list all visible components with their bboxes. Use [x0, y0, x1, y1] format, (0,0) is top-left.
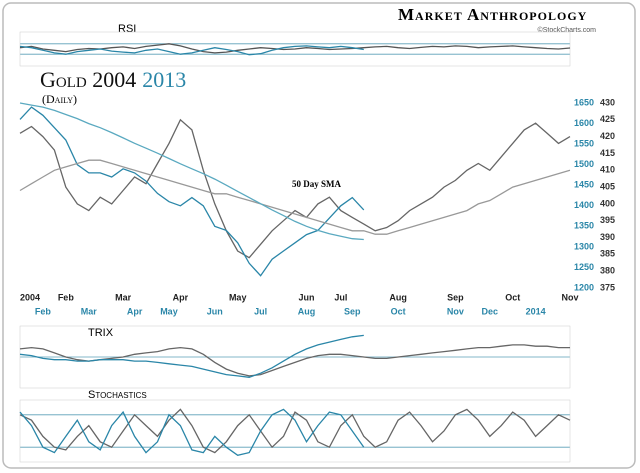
x2-tick-label: Sep — [344, 306, 361, 316]
y-tick-label: 425 — [600, 114, 615, 124]
brand: Market Anthropology — [398, 5, 587, 24]
series-line — [19, 408, 571, 454]
x2-tick-label: Jun — [207, 306, 223, 316]
y2-tick-label: 1300 — [574, 241, 594, 251]
series-line — [19, 102, 364, 241]
x-tick-label: Jun — [298, 292, 314, 302]
x-tick-label: May — [229, 292, 247, 302]
x-tick-label: Nov — [561, 292, 578, 302]
y-tick-label: 385 — [600, 249, 615, 259]
y-tick-label: 420 — [600, 131, 615, 141]
y-tick-label: 410 — [600, 165, 615, 175]
series-line — [19, 118, 571, 259]
frame — [2, 2, 636, 469]
x2-tick-label: 2014 — [526, 306, 546, 316]
y2-tick-label: 1350 — [574, 221, 594, 231]
y2-tick-label: 1500 — [574, 159, 594, 169]
y2-tick-label: 1550 — [574, 138, 594, 148]
y2-tick-label: 1450 — [574, 180, 594, 190]
x-tick-label: Apr — [173, 292, 189, 302]
y-tick-label: 430 — [600, 97, 615, 107]
x-tick-label: Feb — [58, 292, 75, 302]
y2-tick-label: 1250 — [574, 262, 594, 272]
panel-border — [19, 31, 571, 67]
x2-tick-label: Feb — [35, 306, 52, 316]
x-tick-label: 2004 — [20, 292, 40, 302]
x2-tick-label: Aug — [298, 306, 316, 316]
x2-tick-label: Oct — [391, 306, 406, 316]
series-line — [19, 408, 365, 456]
x2-tick-label: Mar — [81, 306, 98, 316]
y-tick-label: 380 — [600, 266, 615, 276]
x-tick-label: Mar — [115, 292, 132, 302]
x-tick-label: Sep — [447, 292, 464, 302]
title-highlight: 2013 — [142, 67, 186, 92]
y-tick-label: 400 — [600, 198, 615, 208]
x-tick-label: Aug — [389, 292, 407, 302]
x2-tick-label: Dec — [482, 306, 499, 316]
y2-tick-label: 1400 — [574, 200, 594, 210]
panel-title: RSI — [118, 23, 136, 35]
x2-tick-label: May — [160, 306, 178, 316]
x2-tick-label: Jul — [254, 306, 267, 316]
series-line — [19, 45, 364, 56]
credit: ©StockCharts.com — [538, 26, 597, 34]
y2-tick-label: 1650 — [574, 97, 594, 107]
panel-border — [19, 325, 571, 389]
panel-title: TRIX — [88, 327, 114, 339]
series-line — [19, 344, 570, 377]
series-line — [19, 334, 364, 378]
subtitle: (Daily) — [42, 92, 77, 106]
x-tick-label: Jul — [334, 292, 347, 302]
y-tick-label: 375 — [600, 282, 615, 292]
y2-tick-label: 1200 — [574, 282, 594, 292]
title-main: Gold 2004 — [40, 67, 136, 92]
x2-tick-label: Nov — [447, 306, 464, 316]
y-tick-label: 415 — [600, 148, 615, 158]
y-tick-label: 405 — [600, 181, 615, 191]
x-tick-label: Oct — [505, 292, 520, 302]
panel-border — [19, 399, 571, 463]
series-line — [19, 43, 571, 54]
series-line — [19, 159, 571, 235]
x2-tick-label: Apr — [127, 306, 143, 316]
y-tick-label: 395 — [600, 215, 615, 225]
series-line — [19, 106, 365, 277]
y2-tick-label: 1600 — [574, 118, 594, 128]
annotation: 50 Day SMA — [292, 179, 341, 189]
panel-title: Stochastics — [88, 389, 147, 401]
y-tick-label: 390 — [600, 232, 615, 242]
chart-title: Gold 2004 2013 — [40, 67, 186, 92]
